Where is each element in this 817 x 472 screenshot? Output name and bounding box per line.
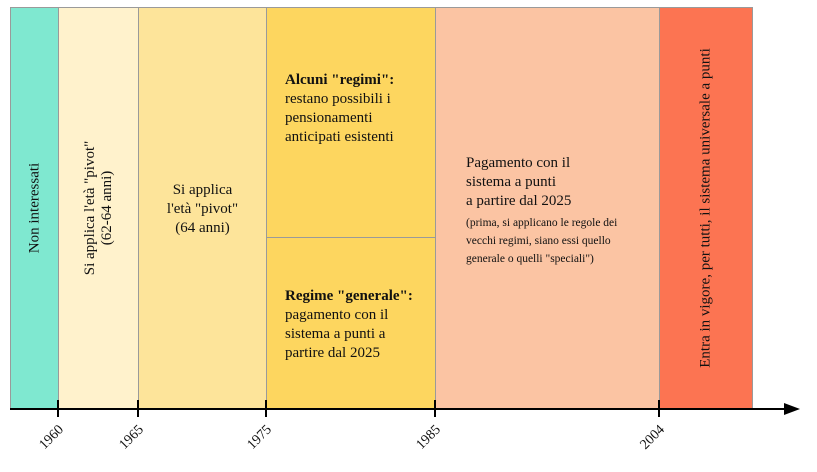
pagamento-line3: a partire dal 2025 [466,193,572,209]
column-1965-1975-line2: l'età "pivot" [166,201,239,217]
column-1965-1975-line1: Si applica [172,182,233,198]
column-non-interessati-label: Non interessati [26,162,42,254]
regimi-speciali-title: Alcuni "regimi": [285,72,395,88]
regime-generale-line2: sistema a punti a [285,326,386,342]
column-2004-label: Entra in vigore, per tutti, il sistema u… [697,48,714,368]
regime-generale-line3: partire dal 2025 [285,345,380,361]
column-1985-2004: Pagamento con il sistema a punti a parti… [435,7,660,409]
tick-1960 [57,400,59,417]
column-2004: Entra in vigore, per tutti, il sistema u… [659,7,753,409]
pagamento-note-line2: vecchi regimi, siano essi quello [466,235,611,247]
tick-1965 [137,400,139,417]
tick-label-1960: 1960 [36,422,67,453]
column-1960-1965-line1: Si applica l'età "pivot" [81,140,98,276]
regimi-speciali-text: Alcuni "regimi": restano possibili i pen… [285,71,429,147]
column-1975-1985-bottom: Regime "generale": pagamento con il sist… [266,237,436,409]
tick-1985 [434,400,436,417]
pagamento-note: (prima, si applicano le regole dei vecch… [466,214,653,268]
regime-generale-text: Regime "generale": pagamento con il sist… [285,287,429,363]
column-1975-1985-top: Alcuni "regimi": restano possibili i pen… [266,7,436,238]
regimi-speciali-line1: restano possibili i [285,91,391,107]
regimi-speciali-line3: anticipati esistenti [285,129,394,145]
tick-2004 [658,400,660,417]
pagamento-text: Pagamento con il sistema a punti a parti… [466,154,653,268]
pagamento-note-line1: (prima, si applicano le regole dei [466,217,618,229]
pagamento-line1: Pagamento con il [466,155,571,171]
regime-generale-title: Regime "generale": [285,288,413,304]
column-1960-1965-line2: (62-64 anni) [98,170,115,246]
pagamento-note-line3: generale o quelli "speciali") [466,253,594,265]
timeline-axis [10,408,786,410]
timeline-arrowhead [784,403,800,415]
regimi-speciali-line2: pensionamenti [285,110,373,126]
column-1960-1965: Si applica l'età "pivot" (62-64 anni) [58,7,139,409]
tick-label-1975: 1975 [244,422,275,453]
tick-label-1965: 1965 [116,422,147,453]
tick-label-1985: 1985 [413,422,444,453]
tick-label-2004: 2004 [637,422,668,453]
regime-generale-line1: pagamento con il [285,307,389,323]
column-1960-1965-label: Si applica l'età "pivot" (62-64 anni) [82,141,116,276]
column-1965-1975: Si applica l'età "pivot" (64 anni) [138,7,267,409]
pagamento-line2: sistema a punti [466,174,556,190]
tick-1975 [265,400,267,417]
column-1965-1975-line3: (64 anni) [175,220,230,236]
column-1965-1975-label: Si applica l'età "pivot" (64 anni) [139,181,266,238]
column-non-interessati: Non interessati [10,7,59,409]
